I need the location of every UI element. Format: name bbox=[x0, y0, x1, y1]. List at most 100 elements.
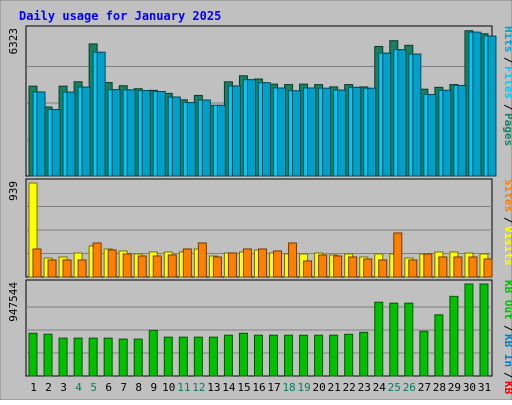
x-tick-label: 6 bbox=[105, 381, 112, 394]
bar-kb-out bbox=[434, 314, 444, 377]
x-tick-label: 22 bbox=[343, 381, 356, 394]
bar-pages bbox=[382, 52, 392, 177]
legend-visits: Visits bbox=[502, 226, 512, 266]
bar-pages bbox=[367, 87, 377, 177]
legend-kb-f: KB F bbox=[502, 381, 512, 400]
x-tick-label: 4 bbox=[75, 381, 82, 394]
bar-pages bbox=[171, 96, 181, 177]
bar-pages bbox=[322, 87, 332, 177]
bar-pages bbox=[261, 82, 271, 177]
bar-sites bbox=[32, 248, 42, 278]
bar-pages bbox=[472, 31, 482, 177]
bar-kb-out bbox=[148, 329, 158, 377]
bar-sites bbox=[363, 258, 373, 278]
x-tick-label: 1 bbox=[30, 381, 37, 394]
chart-panels: 6323Hits/Files/Pages939Sites/Visits94754… bbox=[7, 25, 512, 405]
legend-separator: / bbox=[502, 325, 512, 332]
bar-kb-out bbox=[389, 302, 399, 377]
bar-kb-out bbox=[464, 283, 474, 377]
bar-kb-out bbox=[118, 338, 128, 377]
x-tick-label: 16 bbox=[252, 381, 265, 394]
bar-kb-out bbox=[253, 334, 263, 377]
x-tick-label: 12 bbox=[192, 381, 205, 394]
x-tick-label: 15 bbox=[237, 381, 250, 394]
x-tick-label: 10 bbox=[162, 381, 175, 394]
bar-sites bbox=[137, 255, 147, 278]
bar-kb-out bbox=[449, 295, 459, 377]
bar-pages bbox=[126, 89, 136, 177]
legend-separator: / bbox=[502, 372, 512, 379]
bar-pages bbox=[201, 99, 211, 177]
bar-pages bbox=[292, 90, 302, 177]
legend-sites: Sites bbox=[502, 179, 512, 212]
bar-pages bbox=[337, 89, 347, 177]
bar-sites bbox=[107, 249, 117, 278]
bar-kb-out bbox=[269, 334, 279, 377]
x-tick-label: 26 bbox=[403, 381, 416, 394]
bar-sites bbox=[393, 232, 403, 278]
legend: Hits / Files / Pages bbox=[502, 26, 512, 146]
legend-pages: Pages bbox=[502, 113, 512, 146]
bar-sites bbox=[273, 250, 283, 278]
x-tick-label: 30 bbox=[463, 381, 476, 394]
x-tick-label: 20 bbox=[313, 381, 326, 394]
bar-pages bbox=[442, 89, 452, 177]
bar-kb-out bbox=[314, 334, 324, 377]
bar-sites bbox=[288, 242, 298, 278]
x-tick-label: 28 bbox=[433, 381, 446, 394]
x-tick-label: 18 bbox=[282, 381, 295, 394]
x-tick-label: 9 bbox=[150, 381, 157, 394]
panel-hits-files-pages: 6323 Hits / Files / Pages bbox=[7, 25, 512, 177]
bar-sites bbox=[197, 242, 207, 278]
bar-kb-out bbox=[43, 333, 53, 377]
bar-sites bbox=[47, 259, 57, 278]
bar-sites bbox=[182, 248, 192, 278]
bar-sites bbox=[242, 248, 252, 278]
legend-files: Files bbox=[502, 66, 512, 99]
bar-pages bbox=[111, 89, 121, 177]
bar-sites bbox=[227, 252, 237, 278]
bar-sites bbox=[378, 259, 388, 278]
bar-pages bbox=[457, 84, 467, 177]
bar-sites bbox=[62, 259, 72, 278]
bar-sites bbox=[408, 259, 418, 278]
x-tick-label: 5 bbox=[90, 381, 97, 394]
bar-pages bbox=[36, 91, 46, 177]
bar-pages bbox=[487, 35, 497, 177]
bar-sites bbox=[303, 260, 313, 278]
bar-pages bbox=[96, 51, 106, 177]
bar-pages bbox=[216, 104, 226, 177]
bar-sites bbox=[77, 259, 87, 278]
x-tick-label: 3 bbox=[60, 381, 67, 394]
legend: Sites / Visits bbox=[502, 179, 512, 266]
x-tick-label: 21 bbox=[328, 381, 341, 394]
legend-kb-out: KB Out bbox=[502, 280, 512, 320]
bar-kb-out bbox=[88, 337, 98, 377]
bar-sites bbox=[423, 253, 433, 278]
bar-kb-out bbox=[133, 338, 143, 377]
bar-pages bbox=[427, 93, 437, 177]
bar-sites bbox=[152, 255, 162, 278]
x-tick-label: 31 bbox=[478, 381, 491, 394]
x-tick-label: 8 bbox=[135, 381, 142, 394]
bar-sites bbox=[438, 256, 448, 278]
bar-kb-out bbox=[284, 334, 294, 377]
bar-kb-out bbox=[479, 283, 489, 377]
x-tick-label: 24 bbox=[373, 381, 387, 394]
bar-pages bbox=[397, 49, 407, 177]
legend-kb-in: KB In bbox=[502, 334, 512, 367]
x-tick-label: 29 bbox=[448, 381, 461, 394]
bar-kb-out bbox=[374, 301, 384, 377]
bar-pages bbox=[51, 108, 61, 177]
legend: KB Out / KB In / KB F bbox=[502, 280, 512, 405]
bar-sites bbox=[348, 256, 358, 278]
bar-pages bbox=[141, 90, 151, 177]
bar-kb-out bbox=[419, 330, 429, 377]
bar-kb-out bbox=[238, 332, 248, 377]
bar-sites bbox=[453, 256, 463, 278]
x-tick-label: 14 bbox=[222, 381, 236, 394]
bar-sites bbox=[333, 255, 343, 278]
bar-kb-out bbox=[299, 334, 309, 377]
